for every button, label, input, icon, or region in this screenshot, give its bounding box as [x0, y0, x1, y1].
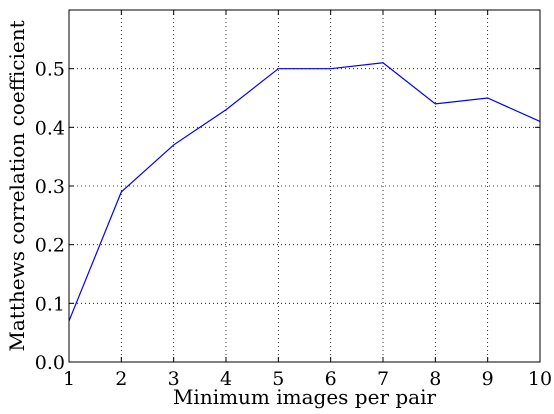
x-tick-label: 9: [482, 368, 494, 390]
y-tick-label: 0.5: [35, 59, 65, 81]
y-tick-label: 0.3: [35, 176, 65, 198]
x-tick-label: 10: [528, 368, 552, 390]
x-tick-label: 2: [115, 368, 127, 390]
series-line: [68, 62, 541, 322]
grid-lines: [69, 10, 540, 362]
x-tick-label: 7: [377, 368, 389, 390]
y-tick-label: 0.2: [35, 235, 65, 257]
x-tick-label: 3: [168, 368, 180, 390]
x-tick-label: 4: [220, 368, 232, 390]
y-axis-label: Matthews correlation coefficient: [5, 20, 29, 351]
x-tick-label: 5: [272, 368, 284, 390]
y-tick-label: 0.1: [35, 293, 65, 315]
y-tick-label: 0.4: [35, 117, 65, 139]
x-axis-label: Minimum images per pair: [173, 385, 437, 409]
tick-marks: [68, 10, 541, 363]
y-tick-label: 0.0: [35, 352, 65, 374]
y-tick-labels: 0.0 0.1 0.2 0.3 0.4 0.5: [35, 59, 65, 374]
x-tick-labels: 1 2 3 4 5 6 7 8 9 10: [63, 368, 552, 390]
series-group: [68, 62, 541, 322]
x-tick-label: 6: [325, 368, 337, 390]
x-tick-label: 8: [429, 368, 441, 390]
x-tick-label: 1: [63, 368, 75, 390]
